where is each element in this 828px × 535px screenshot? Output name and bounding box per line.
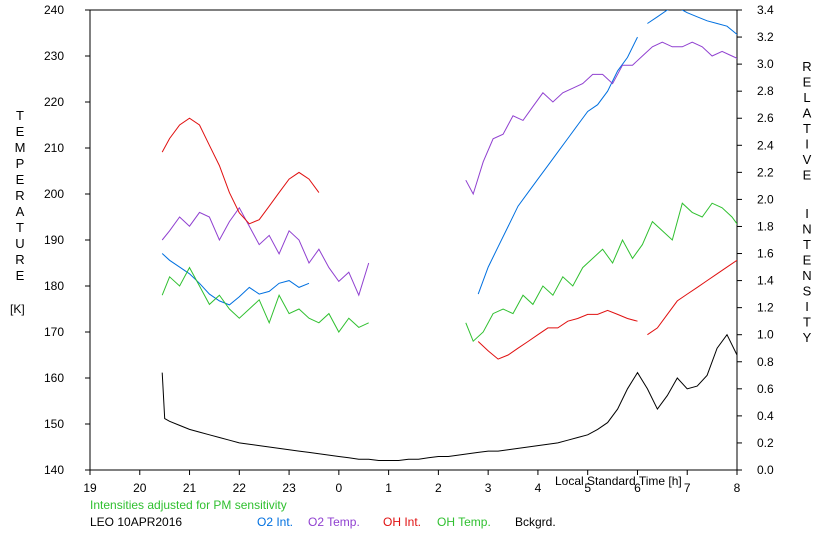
y-left-label-letter: A [16,204,25,219]
y-left-label-letter: R [15,252,24,267]
x-tick-label: 23 [282,481,296,495]
series-line-o2-int [477,36,638,295]
x-tick-label: 8 [734,481,741,495]
y-right-label-letter: I [805,206,809,221]
plot-frame [89,9,738,471]
y-right-tick-label: 3.0 [757,57,774,71]
y-right-label-letter: A [803,106,812,121]
y-left-label-letter: U [15,236,24,251]
y-right-label-letter: E [803,75,812,90]
y-left-label-letter: E [16,172,25,187]
x-tick-label: 6 [634,481,641,495]
y-left-label-letter: P [16,156,25,171]
series-line-o2-int [161,253,310,306]
y-right-tick-label: 1.8 [757,219,774,233]
series-line-o2-int [647,10,737,36]
legend-entry: OH Temp. [437,515,491,529]
y-left-tick-label: 190 [44,233,64,247]
x-tick-label: 4 [535,481,542,495]
y-right-tick-label: 1.6 [757,247,774,261]
pm-note: Intensities adjusted for PM sensitivity [90,498,287,512]
y-right-label-letter: Y [803,330,812,345]
y-right-tick-label: 0.4 [757,409,774,423]
x-tick-label: 19 [83,481,97,495]
x-tick-label: 0 [336,481,343,495]
y-left-label-letter: T [16,220,24,235]
y-right-tick-label: 2.0 [757,192,774,206]
y-right-tick-label: 1.0 [757,328,774,342]
y-right-tick-label: 3.4 [757,3,774,17]
y-left-tick-label: 220 [44,95,64,109]
y-left-label-letter: E [16,124,25,139]
y-right-label-letter: T [803,237,811,252]
series-line-oh-temp [465,202,737,343]
series-line-o2-temp [161,206,370,297]
y-right-label-letter: E [803,168,812,183]
legend-entry: O2 Temp. [308,515,360,529]
y-right-label-letter: V [803,152,812,167]
y-right-label-letter: E [803,253,812,268]
x-tick-label: 7 [684,481,691,495]
y-left-tick-label: 230 [44,49,64,63]
legend-entry: O2 Int. [257,515,293,529]
x-tick-label: 21 [183,481,197,495]
series-layer [161,10,737,461]
legend: O2 Int. O2 Temp. OH Int. OH Temp. Bckgrd. [257,515,556,529]
y-right-label-letter: T [803,315,811,330]
series-line-oh-int [647,259,737,336]
plot-area [89,9,738,471]
y-left-tick-label: 210 [44,141,64,155]
y-left-label-letter: M [15,140,26,155]
y-left-tick-label: 180 [44,279,64,293]
y-right-label-letter: I [805,299,809,314]
y-right-tick-label: 0.0 [757,463,774,477]
y-left-label-letter: R [15,188,24,203]
y-right-label-letter: R [802,59,811,74]
axes-layer: 19 20 21 22 23 0 1 2 3 4 5 6 7 8140150160170180190200… [15,3,812,495]
series-line-o2-temp [465,41,737,196]
y-right-label-letter: N [802,222,811,237]
y-left-tick-label: 200 [44,187,64,201]
y-right-label-letter: L [803,90,810,105]
legend-entry: Bckgrd. [515,515,556,529]
y-left-label-letter: T [16,108,24,123]
series-line-oh-int [477,309,638,360]
series-line-oh-int [161,117,320,225]
station-label: LEO 10APR2016 [90,515,182,529]
y-right-label-letter: N [802,268,811,283]
y-right-tick-label: 3.2 [757,30,774,44]
y-left-tick-label: 150 [44,417,64,431]
y-right-label-letter: I [805,137,809,152]
legend-entry: OH Int. [383,515,421,529]
y-right-tick-label: 2.2 [757,165,774,179]
y-right-label-letter: S [803,284,812,299]
y-left-unit: [K] [10,302,25,316]
y-left-label-letter: E [16,268,25,283]
y-right-tick-label: 2.8 [757,84,774,98]
y-right-tick-label: 1.4 [757,274,774,288]
series-line-bckgrd [161,333,737,461]
x-tick-label: 22 [233,481,247,495]
x-tick-label: 3 [485,481,492,495]
y-right-tick-label: 0.6 [757,382,774,396]
y-right-tick-label: 2.6 [757,111,774,125]
x-tick-label: 5 [584,481,591,495]
y-left-tick-label: 170 [44,325,64,339]
y-left-tick-label: 140 [44,463,64,477]
x-tick-label: 2 [435,481,442,495]
y-right-tick-label: 0.8 [757,355,774,369]
y-right-tick-label: 0.2 [757,436,774,450]
y-right-tick-label: 1.2 [757,301,774,315]
x-tick-label: 20 [133,481,147,495]
y-right-tick-label: 2.4 [757,138,774,152]
series-line-oh-temp [161,266,369,333]
x-axis-label: Local Standard Time [h] [555,474,682,488]
y-left-tick-label: 240 [44,3,64,17]
y-left-tick-label: 160 [44,371,64,385]
x-tick-label: 1 [385,481,392,495]
y-right-label-letter: T [803,121,811,136]
